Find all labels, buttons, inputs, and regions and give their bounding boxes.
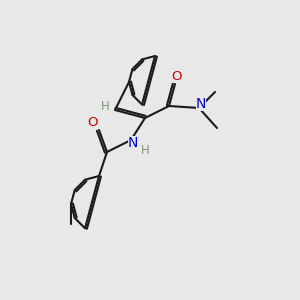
Text: H: H	[141, 143, 149, 157]
Text: H: H	[100, 100, 109, 113]
Text: N: N	[128, 136, 138, 150]
Text: N: N	[196, 97, 206, 111]
Text: O: O	[172, 70, 182, 83]
Text: O: O	[87, 116, 97, 128]
